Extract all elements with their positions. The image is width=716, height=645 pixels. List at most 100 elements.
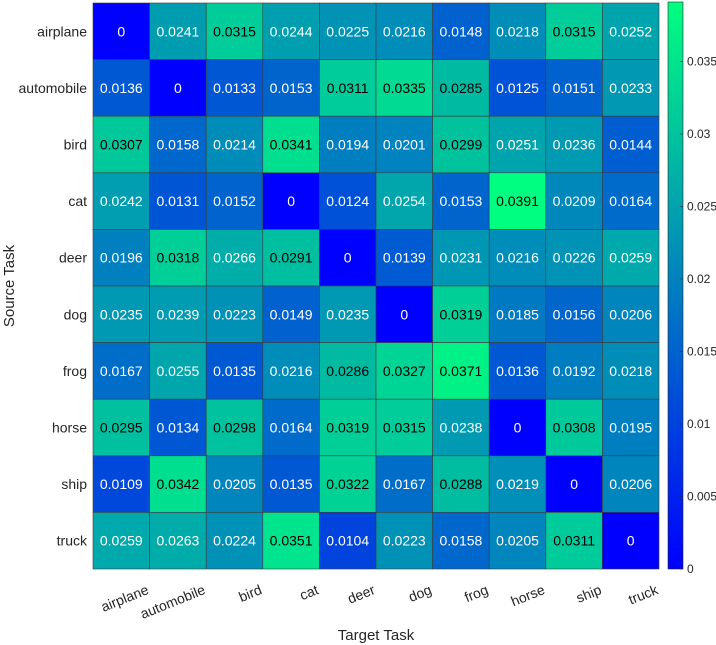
cell-value-label: 0	[400, 306, 408, 322]
heatmap-cell	[92, 455, 150, 513]
heatmap-cell	[149, 59, 207, 117]
heatmap-cell	[92, 2, 150, 60]
cell-value-label: 0.0195	[609, 420, 652, 436]
cell-value-label: 0.0322	[326, 476, 369, 492]
heatmap-cell	[262, 455, 320, 513]
cell-value-label: 0.0391	[496, 193, 539, 209]
cell-value-label: 0.0144	[609, 137, 652, 153]
cell-value-label: 0.0209	[553, 193, 596, 209]
heatmap-cell	[488, 342, 547, 400]
heatmap-cell	[319, 398, 377, 457]
cell-value-label: 0.0327	[383, 363, 426, 379]
cell-value-label: 0.0259	[609, 250, 652, 266]
heatmap-cell	[545, 285, 603, 343]
cell-value-label: 0.0341	[270, 137, 313, 153]
heatmap-cell	[432, 59, 490, 117]
heatmap-cell	[262, 512, 320, 570]
heatmap-cell	[262, 398, 320, 457]
cell-value-label: 0.0135	[270, 476, 313, 492]
cell-value-label: 0.0133	[213, 80, 256, 96]
heatmap-cell	[488, 115, 547, 174]
cell-value-label: 0.0255	[156, 363, 199, 379]
cell-value-label: 0.0371	[439, 363, 482, 379]
cell-value-label: 0.0216	[496, 250, 539, 266]
x-tick-label: horse	[508, 581, 547, 609]
x-axis-title: Target Task	[338, 627, 415, 644]
cell-value-label: 0.0235	[100, 306, 143, 322]
heatmap-cell	[375, 59, 433, 117]
cell-value-label: 0.0223	[213, 306, 256, 322]
cell-value-label: 0.0124	[326, 193, 369, 209]
heatmap-cell	[149, 512, 207, 570]
cell-value-label: 0.0216	[270, 363, 313, 379]
colorbar	[667, 1, 684, 570]
heatmap-cell	[488, 398, 547, 457]
cell-value-label: 0.0139	[383, 250, 426, 266]
heatmap-cell	[319, 59, 377, 117]
cell-value-label: 0.0194	[326, 137, 369, 153]
heatmap-cell	[92, 285, 150, 343]
heatmap-cell	[92, 172, 150, 230]
heatmap-cell	[262, 342, 320, 400]
cell-value-label: 0.0231	[439, 250, 482, 266]
heatmap-cell	[602, 398, 660, 457]
heatmap-cell	[205, 59, 264, 117]
cell-value-label: 0.0235	[326, 306, 369, 322]
heatmap-cell	[149, 398, 207, 457]
heatmap-cell	[432, 342, 490, 400]
x-tick-label: ship	[574, 581, 604, 606]
heatmap-cell	[432, 115, 490, 174]
cell-value-label: 0.0131	[156, 193, 199, 209]
cell-value-label: 0.0152	[213, 193, 256, 209]
cell-value-label: 0.0311	[553, 533, 595, 549]
cell-value-label: 0.0233	[609, 80, 652, 96]
cell-value-label: 0.0259	[100, 533, 143, 549]
heatmap-cell	[602, 115, 660, 174]
heatmap-cell	[432, 398, 490, 457]
cell-value-label: 0.0239	[156, 306, 199, 322]
cell-value-label: 0	[117, 23, 125, 39]
x-tick-label: cat	[297, 581, 320, 603]
cell-value-label: 0.0295	[100, 420, 143, 436]
heatmap-cell	[262, 285, 320, 343]
colorbar-tick-label: 0.03	[687, 127, 711, 141]
cell-value-label: 0.0288	[439, 476, 482, 492]
cell-value-label: 0.0164	[270, 420, 313, 436]
cell-value-label: 0.0192	[553, 363, 596, 379]
cell-value-label: 0.0351	[270, 533, 313, 549]
heatmap-cell	[545, 172, 603, 230]
heatmap-cell	[545, 398, 603, 457]
cell-value-label: 0.0266	[213, 250, 256, 266]
heatmap-cell	[205, 285, 264, 343]
heatmap-cell	[205, 398, 264, 457]
y-tick-label: automobile	[19, 80, 88, 96]
heatmap-cell	[545, 512, 603, 570]
heatmap-cell	[205, 2, 264, 60]
cell-value-label: 0.0285	[439, 80, 482, 96]
x-tick-label: deer	[345, 581, 377, 606]
cell-value-label: 0.0185	[496, 306, 539, 322]
cell-value-label: 0.0135	[213, 363, 256, 379]
cell-value-label: 0	[174, 80, 182, 96]
cell-value-label: 0.0298	[213, 420, 256, 436]
heatmap-cell	[149, 455, 207, 513]
cell-value-label: 0.0224	[213, 533, 256, 549]
cell-value-label: 0.0315	[213, 23, 256, 39]
heatmap-cell	[432, 229, 490, 287]
cell-value-label: 0.0311	[327, 80, 369, 96]
colorbar-tick-label: 0.035	[687, 54, 716, 68]
heatmap-cell	[545, 229, 603, 287]
y-tick-label: horse	[52, 420, 87, 436]
cell-value-label: 0.0335	[383, 80, 426, 96]
cell-value-label: 0.0136	[100, 80, 143, 96]
cell-value-label: 0.0218	[609, 363, 652, 379]
colorbar-tick-label: 0.025	[687, 199, 716, 213]
cell-value-label: 0.0156	[553, 306, 596, 322]
cell-value-label: 0.0241	[156, 23, 199, 39]
heatmap-cell	[375, 229, 433, 287]
cell-value-label: 0.0286	[326, 363, 369, 379]
cell-value-label: 0.0252	[609, 23, 652, 39]
heatmap-cell	[319, 229, 377, 287]
cell-value-label: 0.0205	[213, 476, 256, 492]
